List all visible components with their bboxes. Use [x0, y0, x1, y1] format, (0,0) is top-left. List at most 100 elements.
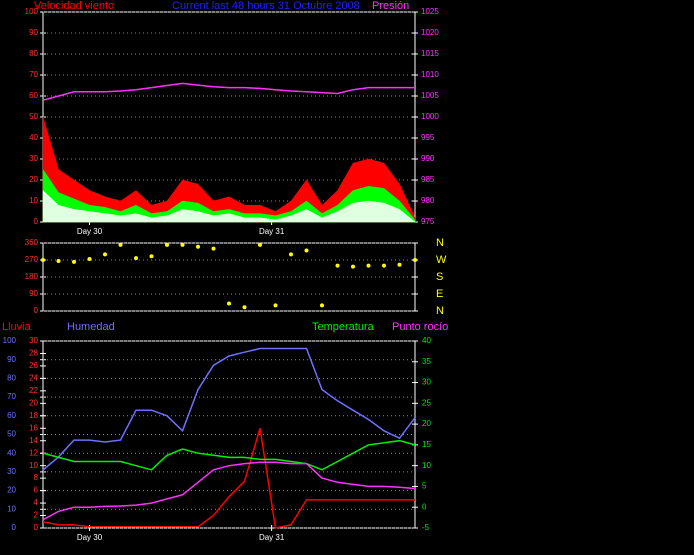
- y-tick-label: W: [436, 254, 447, 266]
- y-tick-label: 5: [422, 482, 427, 491]
- line: [42, 347, 416, 471]
- line: [42, 461, 416, 521]
- y-tick-label: 10: [29, 461, 38, 470]
- y-tick-label: 100: [3, 336, 17, 345]
- y-tick-label: 1020: [421, 28, 439, 37]
- y-tick-label: N: [436, 305, 444, 317]
- y-tick-label: 1015: [421, 49, 439, 58]
- point: [382, 263, 386, 268]
- y-tick-label: 14: [29, 436, 38, 445]
- y-tick-label: 0: [34, 306, 39, 315]
- y-tick-label: 0: [34, 217, 39, 226]
- point: [149, 254, 154, 259]
- point: [273, 303, 278, 308]
- legend-label: Temperatura: [312, 321, 375, 333]
- y-tick-label: 60: [7, 411, 16, 420]
- y-tick-label: 18: [29, 411, 38, 420]
- y-tick-label: E: [436, 288, 443, 300]
- y-tick-label: 40: [29, 133, 38, 142]
- y-tick-label: 20: [422, 419, 431, 428]
- y-tick-label: 40: [422, 336, 431, 345]
- y-tick-label: 6: [34, 486, 39, 495]
- y-tick-label: 10: [29, 196, 38, 205]
- point: [227, 301, 231, 306]
- point: [258, 242, 262, 247]
- point: [87, 257, 92, 262]
- point: [304, 248, 309, 253]
- y2-axis-label: Presión: [372, 0, 409, 12]
- point: [134, 256, 138, 261]
- point: [165, 242, 169, 247]
- y-tick-label: 50: [29, 112, 38, 121]
- legend-label: Punto rocío: [392, 321, 448, 333]
- line: [42, 428, 415, 529]
- point: [413, 258, 417, 262]
- y-tick-label: 25: [422, 398, 431, 407]
- y-tick-label: 80: [29, 49, 38, 58]
- y-tick-label: 16: [29, 423, 38, 432]
- y-tick-label: 995: [421, 133, 435, 142]
- y-tick-label: 70: [29, 70, 38, 79]
- point: [320, 303, 324, 308]
- x-tick-label: Day 31: [259, 533, 285, 542]
- point: [118, 242, 123, 247]
- y-tick-label: -5: [422, 523, 430, 532]
- point: [72, 259, 76, 264]
- area: [42, 189, 416, 223]
- y-axis-label: Velocidad viento: [34, 0, 114, 12]
- y-tick-label: 990: [421, 154, 435, 163]
- y-tick-label: N: [436, 237, 444, 249]
- area: [42, 168, 416, 223]
- y-tick-label: 270: [25, 255, 39, 264]
- y-tick-label: 100: [25, 7, 39, 16]
- y-tick-label: 4: [34, 498, 39, 507]
- y-tick-label: 24: [29, 374, 38, 383]
- point: [397, 262, 402, 267]
- y-tick-label: 28: [29, 349, 38, 358]
- legend-label: Humedad: [67, 321, 115, 333]
- y-tick-label: 8: [34, 473, 39, 482]
- chart-title: Current last 48 hours 31 Octubre 2008: [172, 0, 360, 12]
- y-tick-label: 90: [29, 289, 38, 298]
- legend-label: Lluvia: [2, 321, 32, 333]
- y-tick-label: 0: [422, 502, 427, 511]
- y-tick-label: 0: [34, 523, 39, 532]
- y-tick-label: 20: [29, 175, 38, 184]
- y-tick-label: 90: [29, 28, 38, 37]
- x-tick-label: Day 30: [77, 227, 103, 236]
- y-tick-label: S: [436, 271, 443, 283]
- point: [351, 264, 355, 269]
- y-tick-label: 1025: [421, 7, 439, 16]
- point: [103, 252, 107, 257]
- y-tick-label: 180: [25, 272, 39, 281]
- point: [211, 246, 216, 251]
- line: [42, 439, 416, 471]
- point: [56, 258, 61, 263]
- y-tick-label: 80: [7, 374, 16, 383]
- y-tick-label: 2: [34, 511, 39, 520]
- point: [289, 252, 293, 257]
- y-tick-label: 1005: [421, 91, 439, 100]
- point: [366, 263, 371, 268]
- point: [335, 263, 340, 268]
- y-tick-label: 50: [7, 430, 16, 439]
- y-tick-label: 30: [29, 154, 38, 163]
- y-tick-label: 20: [7, 486, 16, 495]
- y-tick-label: 90: [7, 355, 16, 364]
- point: [242, 305, 247, 310]
- y-tick-label: 20: [29, 398, 38, 407]
- y-tick-label: 10: [422, 461, 431, 470]
- line: [42, 82, 415, 101]
- y-tick-label: 70: [7, 392, 16, 401]
- y-tick-label: 1000: [421, 112, 439, 121]
- x-tick-label: Day 30: [77, 533, 103, 542]
- y-tick-label: 10: [7, 504, 16, 513]
- point: [41, 258, 45, 262]
- x-tick-label: Day 31: [259, 227, 285, 236]
- y-tick-label: 26: [29, 361, 38, 370]
- y-tick-label: 22: [29, 386, 38, 395]
- y-tick-label: 12: [29, 448, 38, 457]
- y-tick-label: 360: [25, 238, 39, 247]
- point: [196, 244, 200, 249]
